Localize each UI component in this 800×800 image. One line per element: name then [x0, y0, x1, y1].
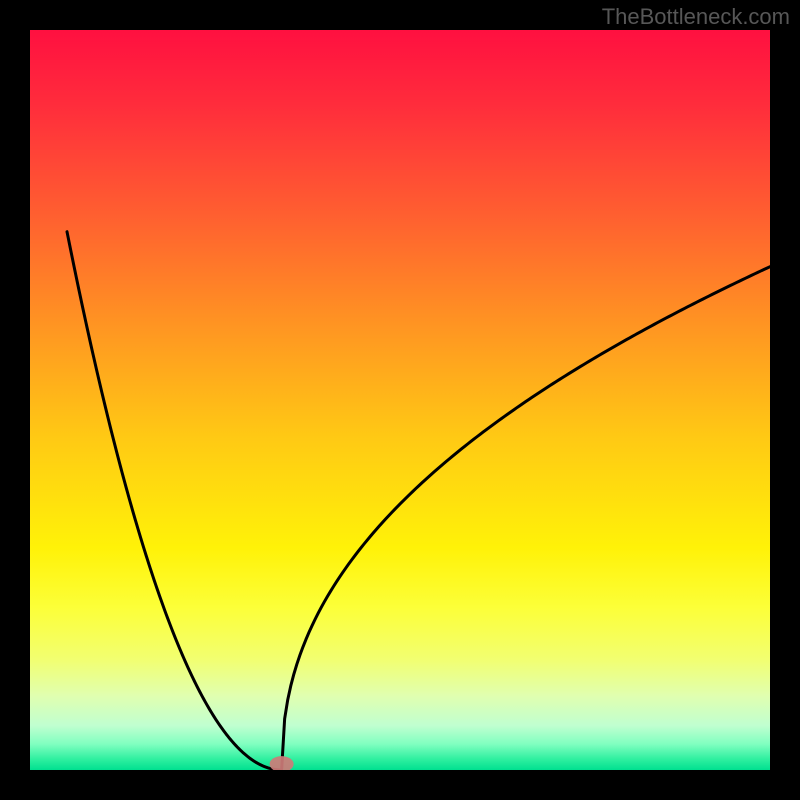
chart-frame: TheBottleneck.com: [0, 0, 800, 800]
plot-svg: [30, 30, 770, 770]
plot-area: [30, 30, 770, 770]
watermark-text: TheBottleneck.com: [602, 4, 790, 30]
gradient-background: [30, 30, 770, 770]
